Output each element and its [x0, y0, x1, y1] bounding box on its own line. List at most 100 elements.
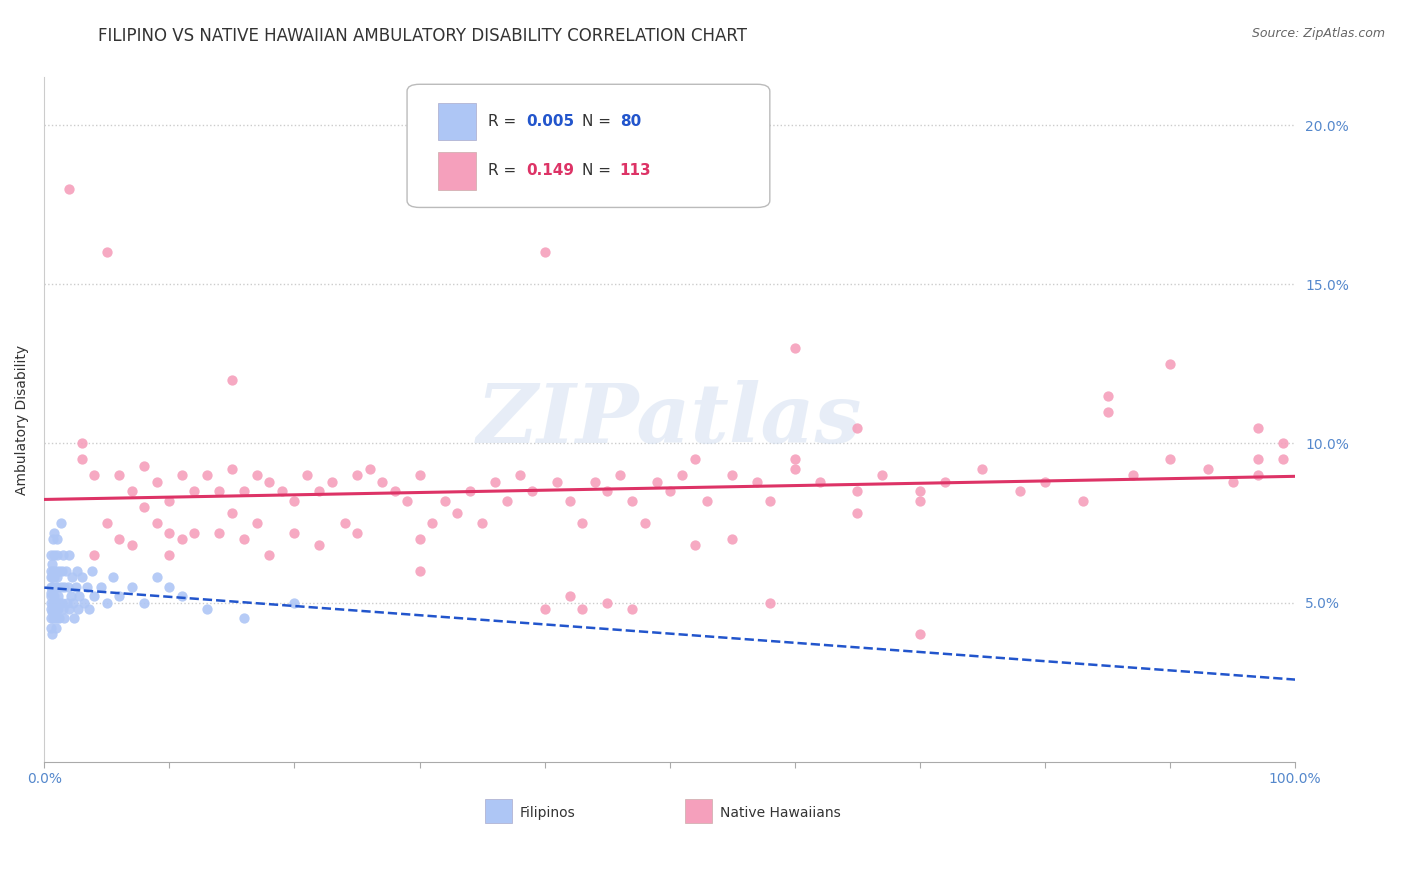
Point: [484, 475, 506, 489]
Point: [49, 516, 72, 530]
Point: [157, 525, 180, 540]
Text: R =: R =: [488, 114, 522, 129]
Point: [42, 532, 65, 546]
Point: [41, 570, 63, 584]
Point: [458, 484, 481, 499]
Point: [533, 245, 555, 260]
Point: [233, 484, 256, 499]
Point: [408, 532, 430, 546]
Point: [121, 538, 143, 552]
Point: [45, 611, 67, 625]
Point: [157, 580, 180, 594]
Text: Source: ZipAtlas.com: Source: ZipAtlas.com: [1251, 27, 1385, 40]
Point: [83, 589, 105, 603]
Point: [283, 493, 305, 508]
Point: [70, 436, 93, 450]
Point: [908, 493, 931, 508]
Point: [321, 475, 343, 489]
Point: [308, 538, 330, 552]
Point: [79, 602, 101, 616]
Point: [621, 493, 644, 508]
Point: [333, 516, 356, 530]
Point: [621, 602, 644, 616]
Point: [51, 595, 73, 609]
Point: [46, 602, 69, 616]
Point: [146, 516, 169, 530]
Point: [52, 602, 75, 616]
Point: [759, 595, 782, 609]
Point: [308, 484, 330, 499]
Point: [558, 493, 581, 508]
Point: [39, 602, 62, 616]
Point: [121, 580, 143, 594]
Point: [80, 564, 103, 578]
Point: [446, 507, 468, 521]
Point: [645, 475, 668, 489]
Point: [39, 548, 62, 562]
Point: [583, 475, 606, 489]
Point: [696, 493, 718, 508]
Point: [295, 468, 318, 483]
Point: [1071, 493, 1094, 508]
Point: [134, 458, 156, 473]
Point: [83, 468, 105, 483]
Point: [221, 462, 243, 476]
Point: [420, 516, 443, 530]
Point: [908, 627, 931, 641]
Point: [533, 602, 555, 616]
Point: [747, 475, 769, 489]
Point: [808, 475, 831, 489]
Point: [208, 525, 231, 540]
Point: [609, 468, 631, 483]
Point: [45, 570, 67, 584]
Point: [721, 532, 744, 546]
Point: [65, 580, 87, 594]
Point: [44, 580, 66, 594]
Point: [596, 484, 619, 499]
Point: [52, 548, 75, 562]
Point: [41, 558, 63, 572]
Point: [39, 570, 62, 584]
Point: [83, 548, 105, 562]
Point: [346, 468, 368, 483]
Point: [55, 564, 77, 578]
Point: [1159, 452, 1181, 467]
Point: [121, 484, 143, 499]
Point: [283, 525, 305, 540]
Point: [783, 462, 806, 476]
Text: N =: N =: [582, 114, 616, 129]
Point: [1247, 452, 1270, 467]
Point: [759, 493, 782, 508]
Point: [571, 516, 593, 530]
Point: [146, 570, 169, 584]
Point: [134, 500, 156, 514]
Point: [70, 570, 93, 584]
Point: [359, 462, 381, 476]
Point: [1271, 452, 1294, 467]
Point: [283, 595, 305, 609]
Point: [44, 611, 66, 625]
Point: [45, 548, 67, 562]
Point: [1247, 420, 1270, 434]
Point: [596, 595, 619, 609]
Point: [1271, 436, 1294, 450]
Point: [45, 595, 67, 609]
Point: [170, 532, 193, 546]
Point: [39, 589, 62, 603]
Point: [44, 570, 66, 584]
Point: [53, 611, 76, 625]
Point: [39, 595, 62, 609]
Point: [41, 580, 63, 594]
Point: [41, 627, 63, 641]
Point: [42, 564, 65, 578]
Point: [108, 532, 131, 546]
Point: [509, 468, 531, 483]
Point: [42, 602, 65, 616]
Point: [671, 468, 693, 483]
Point: [1159, 357, 1181, 371]
Point: [346, 525, 368, 540]
Point: [58, 182, 80, 196]
Point: [1097, 404, 1119, 418]
Point: [1222, 475, 1244, 489]
Point: [408, 468, 430, 483]
